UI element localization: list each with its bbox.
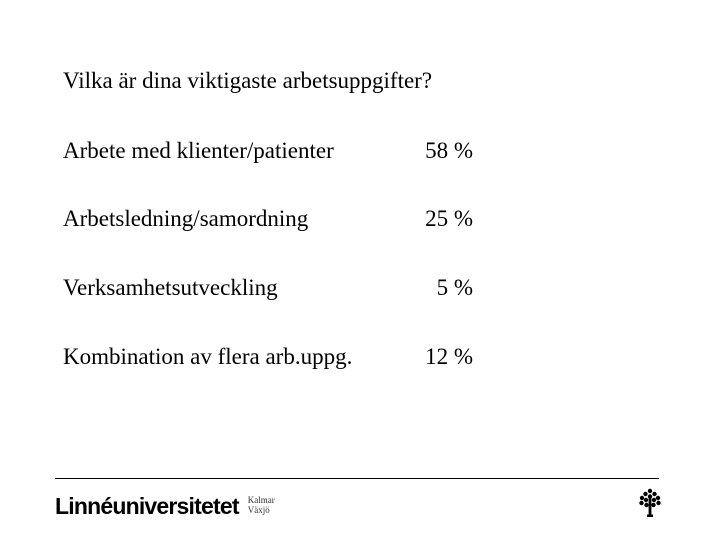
list-item: Arbetsledning/samordning 25 % <box>63 204 483 234</box>
brand-name: Linnéuniversitetet <box>55 493 240 519</box>
list-item: Verksamhetsutveckling 5 % <box>63 273 483 303</box>
row-label: Verksamhetsutveckling <box>63 275 278 300</box>
slide-title: Vilka är dina viktigaste arbetsuppgifter… <box>63 68 433 93</box>
tree-icon <box>639 488 661 517</box>
row-value: 58 % <box>425 138 473 163</box>
list-item: Kombination av flera arb.uppg. 12 % <box>63 342 483 372</box>
list-item: Arbete med klienter/patienter 58 % <box>63 136 483 166</box>
row-label: Arbetsledning/samordning <box>63 206 309 231</box>
row-label: Kombination av flera arb.uppg. <box>63 344 353 369</box>
brand-cities: Kalmar Växjö <box>248 492 275 515</box>
row-label: Arbete med klienter/patienter <box>63 138 334 163</box>
footer-divider <box>55 478 659 479</box>
brand-city: Kalmar <box>247 495 275 505</box>
row-value: 12 % <box>425 344 473 369</box>
row-value: 5 % <box>436 275 473 300</box>
brand-city: Växjö <box>247 505 270 515</box>
row-value: 25 % <box>425 206 473 231</box>
brand-logo: Linnéuniversitetet Kalmar Växjö <box>55 492 275 520</box>
